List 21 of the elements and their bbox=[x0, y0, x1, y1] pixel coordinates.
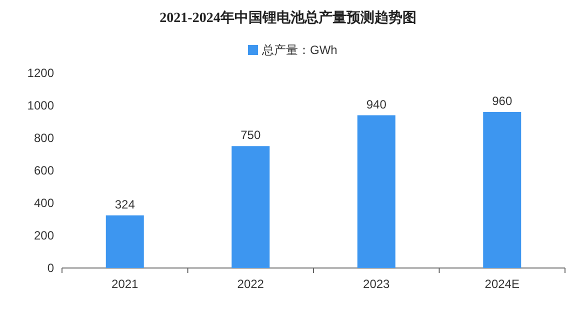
bar bbox=[483, 112, 522, 268]
y-tick-label: 1000 bbox=[27, 98, 54, 112]
data-label: 750 bbox=[240, 128, 261, 142]
data-label: 940 bbox=[366, 97, 387, 112]
y-tick-label: 0 bbox=[47, 261, 54, 275]
y-tick-label: 600 bbox=[34, 164, 54, 178]
bar bbox=[106, 215, 144, 268]
x-tick-label: 2024E bbox=[484, 277, 520, 291]
x-tick-label: 2023 bbox=[363, 277, 390, 291]
x-tick-label: 2021 bbox=[112, 277, 139, 291]
data-label: 324 bbox=[114, 197, 136, 212]
y-tick-label: 800 bbox=[34, 131, 54, 145]
y-tick-label: 400 bbox=[34, 196, 54, 210]
y-tick-label: 1200 bbox=[27, 66, 54, 80]
data-label: 960 bbox=[492, 94, 512, 108]
chart-title: 2021-2024年中国锂电池总产量预测趋势图 bbox=[160, 9, 416, 26]
legend-label: 总产量：GWh bbox=[261, 43, 338, 57]
bar bbox=[357, 115, 396, 268]
bar bbox=[232, 146, 270, 268]
x-tick-label: 2022 bbox=[237, 277, 264, 291]
y-tick-label: 200 bbox=[34, 228, 54, 242]
